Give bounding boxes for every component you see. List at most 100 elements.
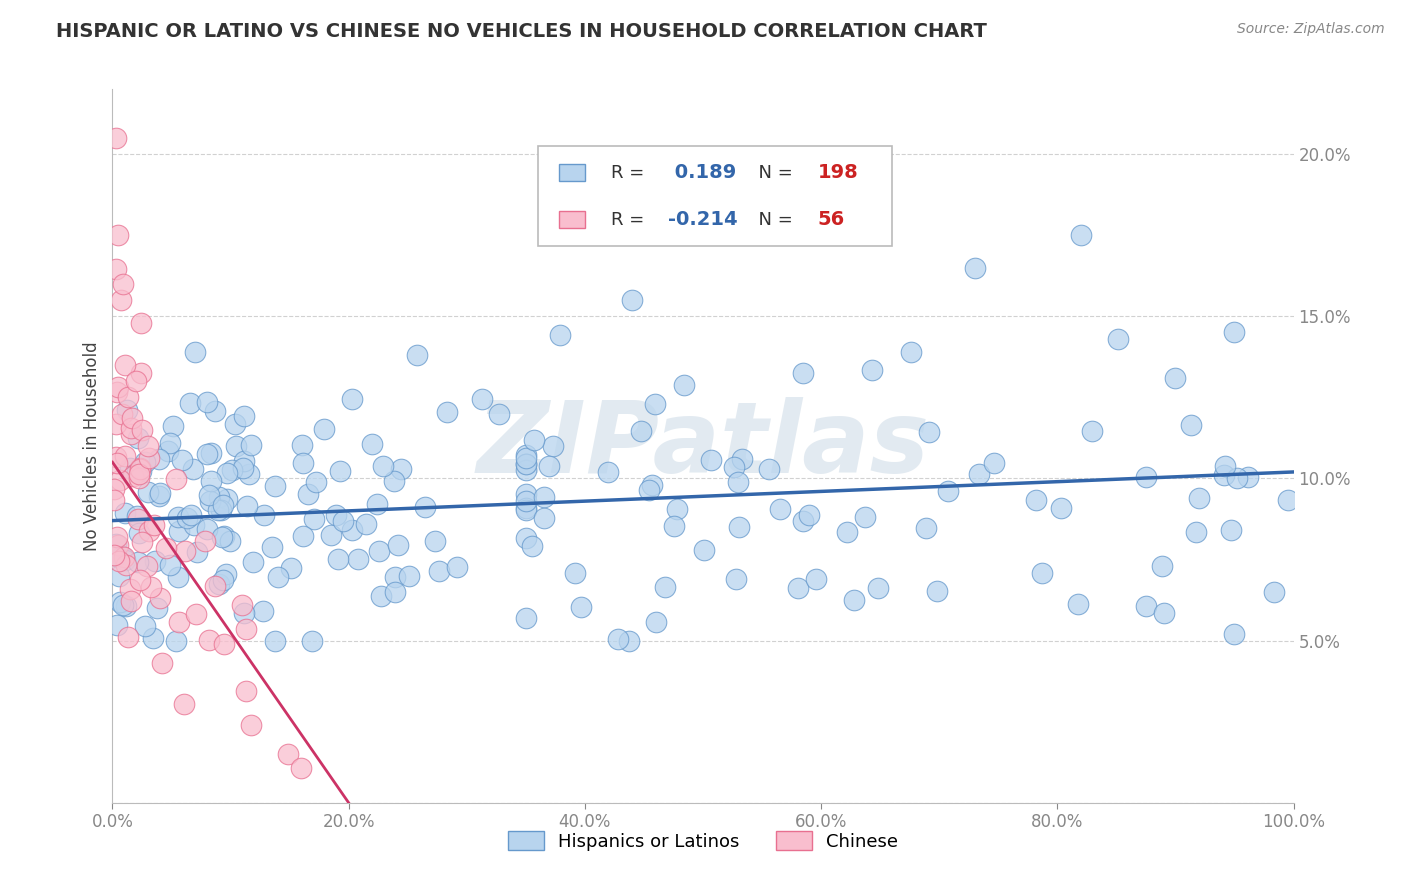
Point [127,431,149,445]
Point [1150,558,1173,573]
Point [1070,228,1092,243]
Point [108,594,131,608]
Point [120,594,142,608]
Text: R =: R = [610,163,650,182]
Point [136,558,159,573]
Point [1135,469,1157,483]
Point [370,589,392,603]
Point [1184,525,1206,540]
Point [673,377,696,392]
Point [167,524,190,538]
Point [368,544,391,558]
Point [792,514,814,528]
Point [129,573,152,587]
Point [1025,492,1047,507]
Point [360,437,382,451]
Text: N =: N = [747,163,799,182]
Point [197,633,219,648]
Point [799,508,821,523]
Point [515,531,537,545]
Point [211,498,233,512]
Point [727,520,749,534]
Point [427,565,450,579]
Point [114,599,136,614]
Point [1067,597,1090,611]
Point [186,607,208,621]
Point [280,561,302,575]
Point [963,260,986,275]
Point [197,447,219,461]
Point [644,397,666,411]
Text: 56: 56 [817,211,845,229]
Point [1263,585,1285,599]
Point [105,549,128,564]
Point [291,438,314,452]
Point [617,633,640,648]
Point [212,529,235,543]
Text: R =: R = [610,211,650,228]
Point [654,581,676,595]
Point [769,502,792,516]
Point [515,502,537,516]
Point [236,499,259,513]
Point [1226,471,1249,485]
Point [131,423,153,437]
FancyBboxPatch shape [560,164,585,181]
Point [232,454,254,468]
Point [221,463,243,477]
Text: ZIPatlas: ZIPatlas [477,398,929,494]
Point [103,482,125,496]
Point [523,434,546,448]
Point [165,472,187,486]
Point [292,456,315,470]
Point [312,422,335,436]
Point [209,503,232,517]
Point [232,460,254,475]
Point [194,534,217,549]
Text: 0.189: 0.189 [668,163,735,182]
Point [866,582,889,596]
Point [127,508,149,523]
Point [666,502,689,516]
Point [267,570,290,584]
Point [219,533,242,548]
Point [446,559,468,574]
Point [217,491,239,506]
Point [167,570,190,584]
Point [121,411,143,425]
Point [260,541,283,555]
Point [170,453,193,467]
Point [134,455,156,469]
Point [239,438,262,452]
Point [208,577,231,591]
Point [167,615,190,629]
Point [104,450,127,464]
Point [214,637,236,651]
Point [520,539,543,553]
Point [136,484,159,499]
Point [208,490,231,504]
Point [118,460,141,475]
Point [983,456,1005,470]
Point [120,426,142,441]
Point [806,572,828,586]
Point [693,543,716,558]
Point [541,439,564,453]
Point [224,417,246,431]
Point [131,316,153,330]
Point [347,552,370,566]
Point [290,761,312,775]
Point [384,585,406,599]
Point [149,591,172,605]
Point [125,465,148,479]
Point [128,467,150,481]
Point [122,469,145,483]
Point [127,555,149,569]
Point [607,632,630,646]
Point [150,657,173,671]
Point [112,277,135,291]
Point [332,514,354,528]
Point [860,363,883,377]
Point [118,582,141,597]
Point [263,479,285,493]
